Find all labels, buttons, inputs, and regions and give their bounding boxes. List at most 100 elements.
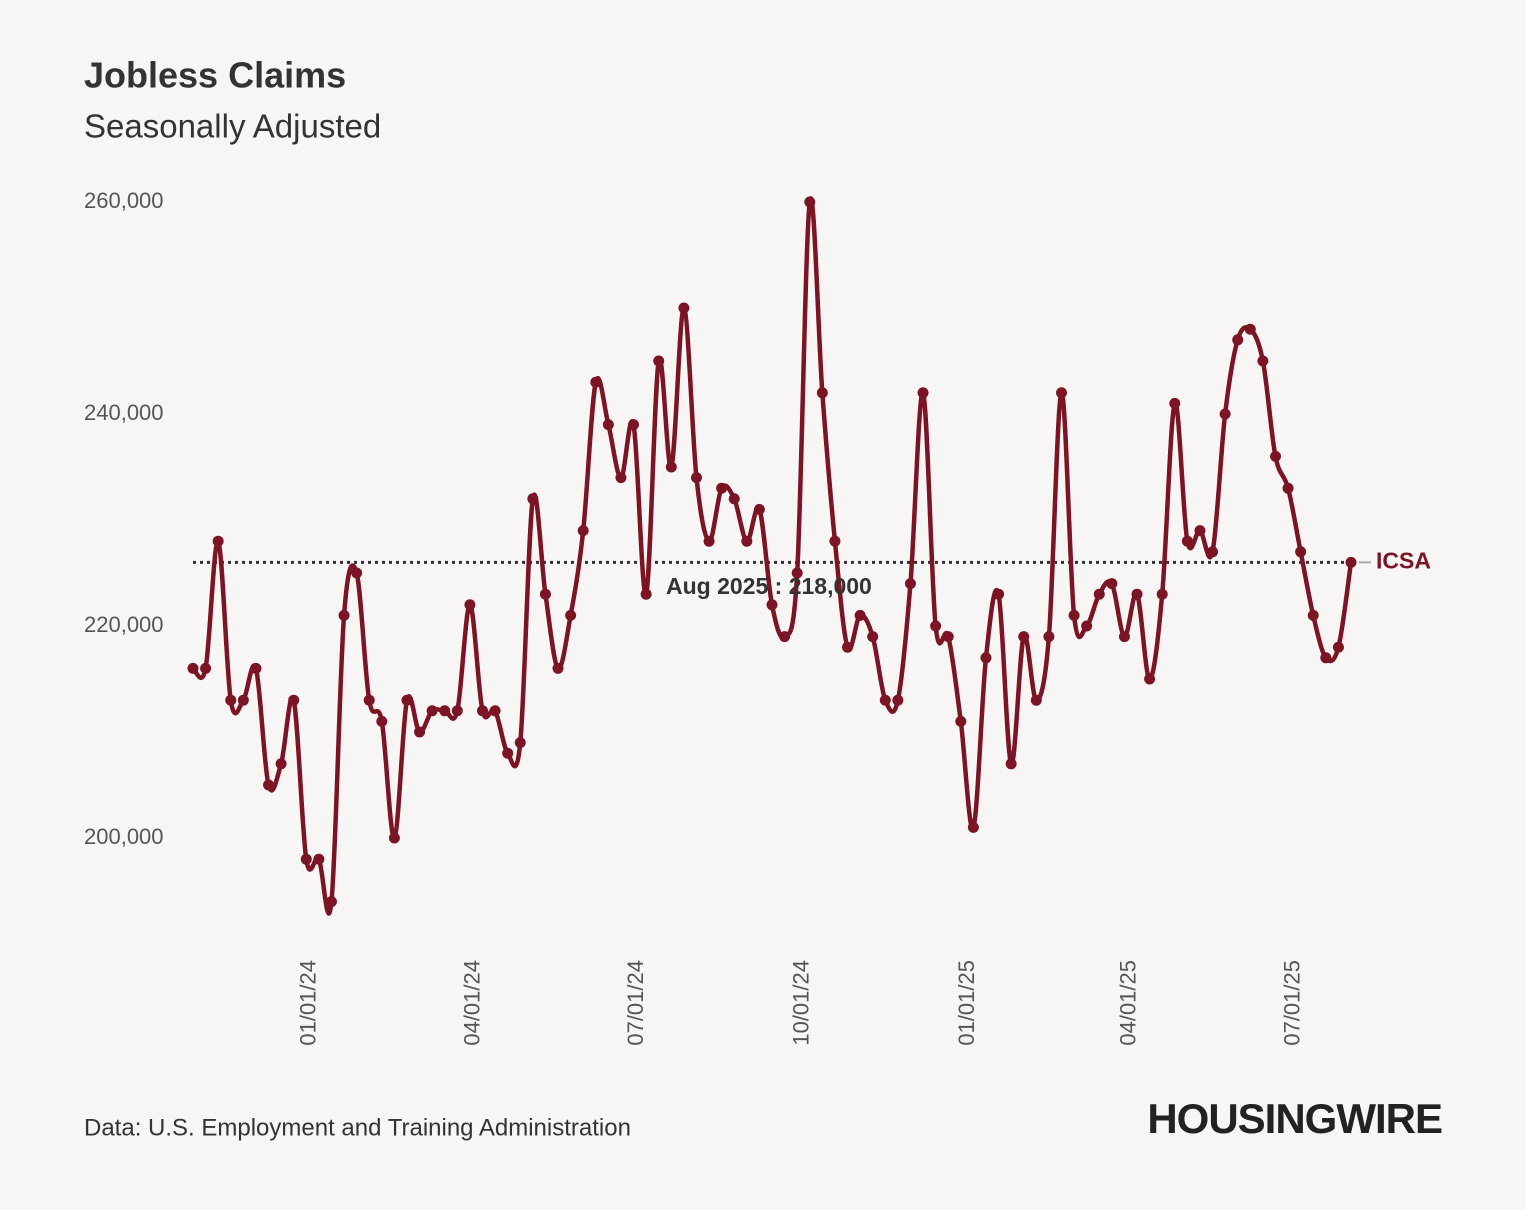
- data-point: [917, 387, 929, 399]
- data-point: [628, 419, 640, 431]
- data-point: [527, 493, 539, 505]
- data-point: [1018, 631, 1030, 643]
- data-point: [1169, 397, 1181, 409]
- data-point: [653, 355, 665, 367]
- y-tick-label: 200,000: [84, 824, 164, 849]
- data-point: [728, 493, 740, 505]
- source: Data: U.S. Employment and Training Admin…: [84, 1114, 631, 1141]
- data-point: [816, 387, 828, 399]
- data-point: [904, 578, 916, 590]
- data-point: [464, 599, 476, 611]
- data-point: [288, 694, 300, 706]
- data-point: [1043, 631, 1055, 643]
- data-point: [1156, 588, 1168, 600]
- series-line: [190, 196, 1354, 916]
- data-point: [1232, 334, 1244, 346]
- data-point: [426, 705, 438, 717]
- data-point: [980, 652, 992, 664]
- data-point: [753, 503, 765, 515]
- data-point: [804, 196, 816, 208]
- data-point: [1332, 641, 1344, 653]
- data-point: [665, 461, 677, 473]
- x-tick-label: 01/01/25: [954, 960, 979, 1046]
- data-point: [640, 588, 652, 600]
- data-point: [1181, 535, 1193, 547]
- data-point: [1056, 387, 1067, 399]
- data-point: [967, 821, 979, 833]
- data-point: [325, 896, 337, 908]
- data-point: [1269, 450, 1281, 462]
- data-point: [779, 631, 791, 643]
- data-point: [1345, 556, 1357, 568]
- y-tick-label: 220,000: [84, 612, 164, 637]
- data-point: [1131, 588, 1143, 600]
- data-point: [351, 567, 363, 579]
- data-point: [539, 588, 551, 600]
- data-point: [1320, 652, 1332, 664]
- data-point: [942, 631, 954, 643]
- data-point: [1257, 355, 1269, 367]
- data-point: [1106, 578, 1118, 590]
- data-point: [1282, 482, 1294, 494]
- data-point: [1068, 609, 1080, 621]
- data-point: [930, 620, 942, 632]
- data-point: [225, 694, 237, 706]
- data-point: [237, 694, 249, 706]
- data-point: [388, 832, 400, 844]
- data-point: [615, 472, 627, 484]
- data-point: [502, 747, 514, 759]
- data-point: [1207, 546, 1219, 558]
- data-point: [703, 535, 715, 547]
- data-point: [439, 705, 451, 717]
- x-tick-label: 04/01/24: [459, 960, 484, 1046]
- x-tick-label: 07/01/24: [623, 960, 648, 1046]
- data-point: [854, 609, 866, 621]
- data-point: [514, 737, 526, 749]
- data-point: [1005, 758, 1017, 770]
- y-tick-label: 240,000: [84, 400, 164, 425]
- data-point: [716, 482, 728, 494]
- y-tick-label: 260,000: [84, 188, 164, 213]
- data-point: [577, 525, 589, 537]
- data-point: [892, 694, 904, 706]
- data-point: [1144, 673, 1156, 685]
- data-point: [741, 535, 753, 547]
- data-point: [1307, 609, 1319, 621]
- data-point: [766, 599, 778, 611]
- x-tick-label: 07/01/25: [1279, 960, 1304, 1046]
- data-point: [1219, 408, 1231, 420]
- x-tick-label: 01/01/24: [296, 960, 321, 1046]
- data-point: [1030, 694, 1042, 706]
- data-point: [401, 694, 413, 706]
- data-point: [690, 472, 702, 484]
- data-point: [955, 715, 967, 727]
- data-point: [1244, 323, 1256, 335]
- data-point: [200, 662, 212, 674]
- data-point: [313, 853, 325, 865]
- x-tick-label: 10/01/24: [788, 960, 813, 1046]
- data-point: [376, 715, 388, 727]
- data-point: [250, 662, 262, 674]
- brand-logo: HOUSINGWIRE: [1147, 1095, 1442, 1142]
- data-point: [602, 419, 614, 431]
- chart-subtitle: Seasonally Adjusted: [84, 108, 381, 145]
- series-label: ICSA: [1376, 547, 1431, 573]
- data-point: [489, 705, 501, 717]
- data-point: [552, 662, 564, 674]
- data-point: [414, 726, 426, 738]
- data-point: [263, 779, 275, 791]
- data-point: [993, 588, 1005, 600]
- data-point: [275, 758, 287, 770]
- data-point: [187, 662, 199, 674]
- x-tick-label: 04/01/25: [1116, 960, 1141, 1046]
- data-point: [867, 631, 879, 643]
- data-point: [1093, 588, 1105, 600]
- data-point: [1295, 546, 1307, 558]
- data-point: [477, 705, 488, 717]
- data-point: [300, 853, 312, 865]
- data-point: [1118, 631, 1130, 643]
- data-point: [212, 535, 224, 547]
- data-point: [590, 376, 602, 388]
